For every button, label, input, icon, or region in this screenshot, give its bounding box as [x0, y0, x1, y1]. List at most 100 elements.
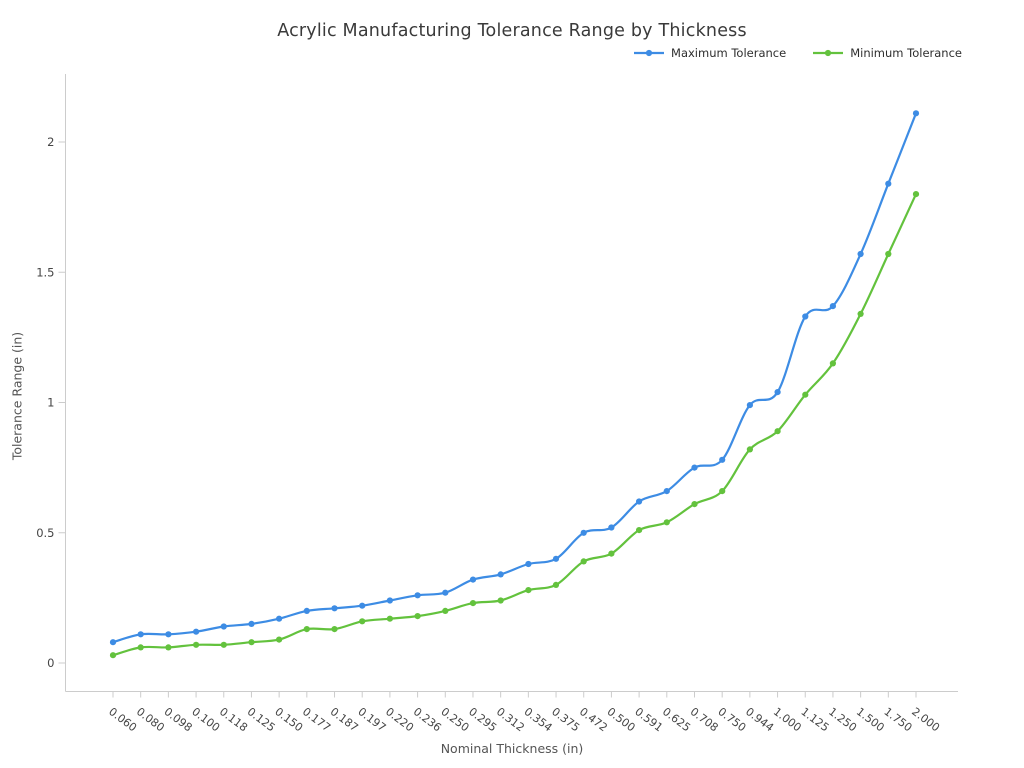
x-tick-label: 0.060 — [106, 705, 139, 734]
x-tick-label: 0.098 — [162, 705, 195, 734]
data-point-maximum-tolerance — [857, 250, 864, 258]
data-point-minimum-tolerance — [442, 607, 449, 615]
data-point-minimum-tolerance — [636, 527, 643, 534]
data-point-maximum-tolerance — [469, 576, 477, 583]
data-point-maximum-tolerance — [165, 631, 172, 638]
x-tick-label: 0.312 — [494, 705, 527, 734]
data-point-minimum-tolerance — [746, 446, 754, 453]
data-point-minimum-tolerance — [885, 250, 892, 258]
data-point-maximum-tolerance — [525, 560, 532, 568]
series-line-minimum-tolerance — [111, 193, 918, 657]
data-point-minimum-tolerance — [912, 191, 920, 198]
data-point-minimum-tolerance — [137, 644, 144, 651]
data-point-maximum-tolerance — [386, 597, 393, 604]
x-tick-label: 0.500 — [605, 705, 638, 734]
x-tick-label: 0.295 — [466, 705, 499, 734]
x-tick-label: 0.187 — [328, 705, 361, 734]
data-point-minimum-tolerance — [359, 618, 366, 625]
data-point-minimum-tolerance — [248, 639, 255, 646]
x-tick-label: 0.236 — [411, 705, 444, 734]
x-tick-label: 1.250 — [826, 705, 859, 734]
data-point-maximum-tolerance — [719, 456, 726, 463]
data-point-maximum-tolerance — [248, 620, 255, 628]
data-point-minimum-tolerance — [276, 636, 283, 643]
data-point-minimum-tolerance — [663, 519, 670, 526]
data-point-maximum-tolerance — [663, 488, 670, 495]
data-point-maximum-tolerance — [774, 389, 781, 396]
data-point-maximum-tolerance — [303, 607, 310, 615]
legend-label-minimum: Minimum Tolerance — [850, 46, 962, 60]
data-point-maximum-tolerance — [109, 639, 117, 646]
data-point-minimum-tolerance — [552, 581, 560, 589]
x-tick-label: 0.944 — [743, 705, 776, 734]
data-point-minimum-tolerance — [109, 652, 117, 659]
legend-label-maximum: Maximum Tolerance — [671, 46, 787, 60]
x-tick-label: 0.150 — [272, 705, 305, 734]
data-point-maximum-tolerance — [220, 623, 227, 630]
data-point-maximum-tolerance — [885, 180, 892, 187]
x-tick-label: 0.708 — [688, 705, 721, 734]
data-point-minimum-tolerance — [857, 310, 864, 317]
data-point-maximum-tolerance — [691, 464, 698, 471]
x-tick-label: 0.354 — [522, 705, 555, 734]
data-point-minimum-tolerance — [802, 391, 809, 398]
chart-title: Acrylic Manufacturing Tolerance Range by… — [277, 21, 747, 41]
data-point-maximum-tolerance — [829, 303, 837, 310]
x-axis-title: Nominal Thickness (in) — [440, 741, 584, 756]
data-point-maximum-tolerance — [359, 602, 366, 609]
x-tick-label: 0.472 — [577, 705, 610, 734]
legend-item-minimum-tolerance[interactable]: Minimum Tolerance — [812, 46, 962, 60]
x-tick-label: 0.625 — [660, 705, 693, 734]
y-tick-label: 2 — [47, 135, 54, 149]
x-tick-label: 0.750 — [715, 705, 748, 734]
data-point-minimum-tolerance — [580, 558, 587, 565]
line-marker-icon — [813, 49, 844, 57]
data-point-maximum-tolerance — [746, 402, 754, 409]
data-point-minimum-tolerance — [303, 626, 310, 633]
x-tick-label: 1.750 — [881, 705, 914, 734]
data-point-minimum-tolerance — [220, 641, 227, 648]
x-tick-label: 0.100 — [189, 705, 222, 734]
series-line-maximum-tolerance — [111, 112, 918, 644]
data-point-minimum-tolerance — [525, 587, 532, 594]
data-point-maximum-tolerance — [414, 592, 421, 599]
y-tick-label: 1.5 — [36, 265, 54, 279]
x-tick-label: 0.118 — [217, 705, 250, 734]
y-tick-label: 0.5 — [36, 526, 54, 540]
data-point-maximum-tolerance — [608, 524, 615, 531]
data-point-maximum-tolerance — [636, 498, 643, 505]
data-point-minimum-tolerance — [414, 613, 421, 620]
data-point-maximum-tolerance — [276, 615, 283, 622]
data-point-maximum-tolerance — [442, 589, 449, 596]
x-tick-label: 1.500 — [854, 705, 887, 734]
x-tick-label: 0.197 — [355, 705, 388, 734]
data-point-minimum-tolerance — [165, 644, 172, 651]
line-marker-icon — [634, 49, 665, 57]
y-tick-label: 0 — [47, 656, 54, 670]
x-tick-label: 0.080 — [134, 705, 167, 734]
data-point-maximum-tolerance — [802, 313, 809, 320]
data-point-maximum-tolerance — [912, 110, 920, 117]
data-point-minimum-tolerance — [193, 641, 200, 648]
data-point-maximum-tolerance — [552, 555, 560, 562]
data-point-minimum-tolerance — [497, 597, 504, 604]
data-point-maximum-tolerance — [580, 529, 587, 536]
legend-item-maximum-tolerance[interactable]: Maximum Tolerance — [633, 46, 786, 60]
x-tick-label: 0.125 — [245, 705, 278, 734]
x-tick-label: 1.000 — [771, 705, 804, 734]
data-point-minimum-tolerance — [774, 428, 781, 435]
x-tick-label: 2.000 — [909, 705, 942, 734]
x-tick-label: 0.375 — [549, 705, 582, 734]
x-tick-label: 0.591 — [632, 705, 665, 734]
legend: Maximum Tolerance Minimum Tolerance — [633, 46, 962, 60]
data-point-minimum-tolerance — [331, 626, 338, 633]
x-tick-label: 0.220 — [383, 705, 416, 734]
y-axis-title: Tolerance Range (in) — [9, 331, 25, 461]
data-point-minimum-tolerance — [829, 360, 837, 367]
data-point-maximum-tolerance — [193, 628, 200, 635]
x-tick-label: 0.250 — [438, 705, 471, 734]
data-point-minimum-tolerance — [691, 501, 698, 508]
x-tick-label: 0.177 — [300, 705, 333, 734]
